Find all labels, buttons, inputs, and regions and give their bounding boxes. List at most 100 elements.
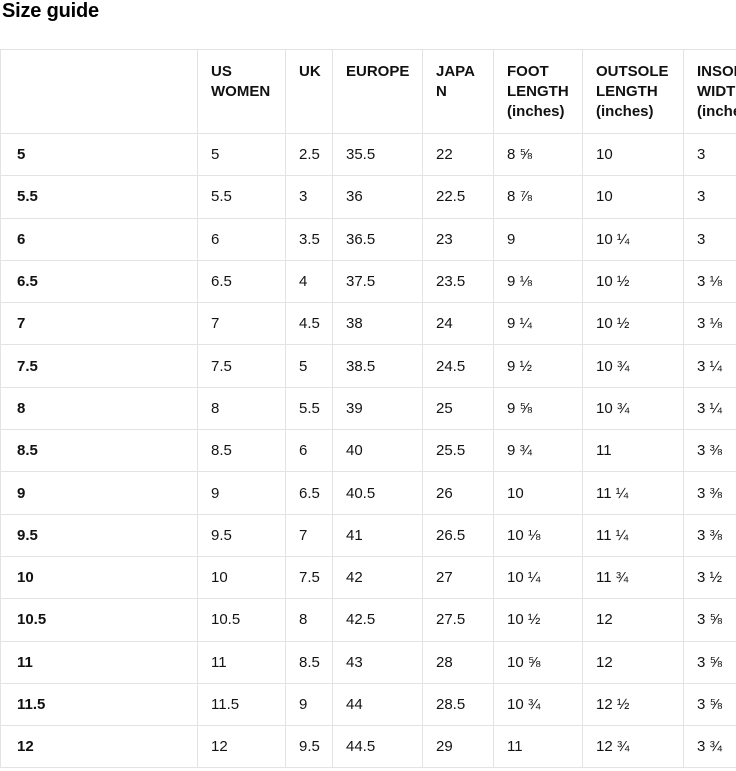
table-row: 5 5 2.5 35.5 22 8 ⅝ 10 3 xyxy=(0,132,736,177)
cell-uk: 9 xyxy=(285,682,333,727)
cell-us-women: 11 xyxy=(197,640,286,684)
cell-outsole-length: 10 xyxy=(582,132,684,177)
cell-japan: 27 xyxy=(422,555,494,600)
cell-japan: 24 xyxy=(422,302,494,346)
cell-europe: 44 xyxy=(332,682,423,727)
cell-outsole-length: 12 xyxy=(582,640,684,684)
cell-japan: 25 xyxy=(422,386,494,431)
table-row: 10.5 10.5 8 42.5 27.5 10 ½ 12 3 ⅝ xyxy=(0,598,736,642)
cell-foot-length: 9 ¼ xyxy=(493,302,583,346)
cell-japan: 23 xyxy=(422,217,494,261)
cell-outsole-length: 12 ½ xyxy=(582,682,684,727)
cell-europe: 40.5 xyxy=(332,471,423,515)
cell-japan: 24.5 xyxy=(422,344,494,388)
cell-uk: 6 xyxy=(285,429,333,473)
size-guide-table-container: US WOMEN UK EUROPE JAPAN FOOT LENGTH (inches… xyxy=(0,49,736,769)
cell-uk: 5.5 xyxy=(285,386,333,431)
cell-japan: 26 xyxy=(422,471,494,515)
cell-outsole-length: 10 ¼ xyxy=(582,217,684,261)
cell-outsole-length: 11 xyxy=(582,429,684,473)
table-header: US WOMEN UK EUROPE JAPAN FOOT LENGTH (inches… xyxy=(0,49,736,134)
cell-insole-width: 3 ¾ xyxy=(683,725,736,769)
table-row: 8.5 8.5 6 40 25.5 9 ¾ 11 3 ⅜ xyxy=(0,429,736,473)
row-size-label: 5 xyxy=(0,132,198,177)
cell-us-women: 5.5 xyxy=(197,175,286,219)
cell-japan: 22 xyxy=(422,132,494,177)
cell-europe: 42 xyxy=(332,555,423,600)
cell-us-women: 10 xyxy=(197,555,286,600)
size-guide-table: US WOMEN UK EUROPE JAPAN FOOT LENGTH (inches… xyxy=(0,49,736,769)
cell-foot-length: 11 xyxy=(493,725,583,769)
cell-us-women: 9 xyxy=(197,471,286,515)
row-size-label: 8 xyxy=(0,386,198,431)
page-title: Size guide xyxy=(2,0,99,22)
cell-us-women: 8 xyxy=(197,386,286,431)
cell-outsole-length: 10 ¾ xyxy=(582,386,684,431)
cell-foot-length: 8 ⅝ xyxy=(493,132,583,177)
column-header-uk: UK xyxy=(285,49,333,134)
cell-foot-length: 10 ⅝ xyxy=(493,640,583,684)
cell-europe: 37.5 xyxy=(332,259,423,304)
table-row: 11 11 8.5 43 28 10 ⅝ 12 3 ⅝ xyxy=(0,640,736,684)
cell-japan: 23.5 xyxy=(422,259,494,304)
cell-outsole-length: 11 ¼ xyxy=(582,471,684,515)
cell-insole-width: 3 ¼ xyxy=(683,386,736,431)
row-size-label: 10 xyxy=(0,555,198,600)
cell-us-women: 9.5 xyxy=(197,513,286,557)
column-header-japan: JAPAN xyxy=(422,49,494,134)
cell-insole-width: 3 ⅜ xyxy=(683,471,736,515)
cell-europe: 43 xyxy=(332,640,423,684)
cell-us-women: 7.5 xyxy=(197,344,286,388)
cell-foot-length: 9 ⅛ xyxy=(493,259,583,304)
row-size-label: 7.5 xyxy=(0,344,198,388)
cell-insole-width: 3 ⅛ xyxy=(683,259,736,304)
cell-insole-width: 3 xyxy=(683,132,736,177)
cell-europe: 40 xyxy=(332,429,423,473)
cell-insole-width: 3 ⅝ xyxy=(683,682,736,727)
cell-uk: 4 xyxy=(285,259,333,304)
cell-insole-width: 3 ⅜ xyxy=(683,513,736,557)
row-size-label: 6 xyxy=(0,217,198,261)
cell-us-women: 11.5 xyxy=(197,682,286,727)
cell-foot-length: 8 ⅞ xyxy=(493,175,583,219)
cell-uk: 6.5 xyxy=(285,471,333,515)
cell-us-women: 7 xyxy=(197,302,286,346)
cell-insole-width: 3 ⅝ xyxy=(683,598,736,642)
cell-insole-width: 3 ⅝ xyxy=(683,640,736,684)
cell-foot-length: 9 ¾ xyxy=(493,429,583,473)
column-header-us-women: US WOMEN xyxy=(197,49,286,134)
cell-japan: 26.5 xyxy=(422,513,494,557)
column-header-size xyxy=(0,49,198,134)
cell-foot-length: 9 xyxy=(493,217,583,261)
cell-foot-length: 10 ⅛ xyxy=(493,513,583,557)
cell-insole-width: 3 ¼ xyxy=(683,344,736,388)
cell-outsole-length: 10 xyxy=(582,175,684,219)
cell-foot-length: 9 ½ xyxy=(493,344,583,388)
cell-uk: 3 xyxy=(285,175,333,219)
cell-europe: 35.5 xyxy=(332,132,423,177)
cell-japan: 22.5 xyxy=(422,175,494,219)
cell-uk: 8 xyxy=(285,598,333,642)
cell-japan: 28.5 xyxy=(422,682,494,727)
cell-europe: 36 xyxy=(332,175,423,219)
cell-foot-length: 9 ⅝ xyxy=(493,386,583,431)
cell-europe: 38.5 xyxy=(332,344,423,388)
table-body: 5 5 2.5 35.5 22 8 ⅝ 10 3 5.5 5.5 3 36 22.5 8 ⅞ 10 3 6 6 3.… xyxy=(0,132,736,769)
cell-europe: 42.5 xyxy=(332,598,423,642)
cell-uk: 4.5 xyxy=(285,302,333,346)
cell-uk: 2.5 xyxy=(285,132,333,177)
cell-outsole-length: 12 ¾ xyxy=(582,725,684,769)
column-header-foot-length: FOOT LENGTH (inches) xyxy=(493,49,583,134)
cell-us-women: 12 xyxy=(197,725,286,769)
cell-europe: 38 xyxy=(332,302,423,346)
